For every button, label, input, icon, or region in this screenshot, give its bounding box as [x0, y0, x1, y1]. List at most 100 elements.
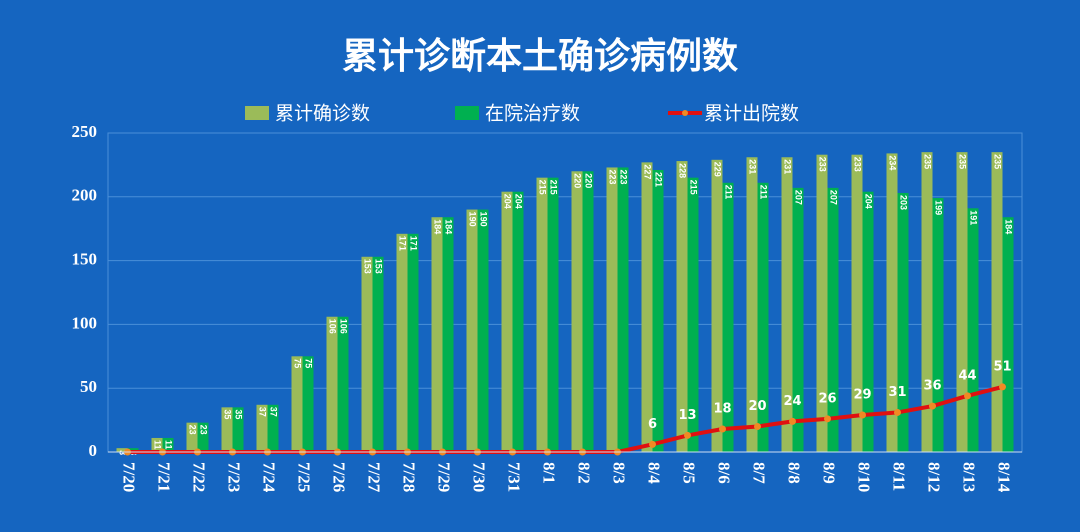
value-label: 11	[153, 440, 163, 450]
x-tick-label: 8/13	[960, 462, 979, 492]
bar	[757, 182, 769, 452]
value-label: 44	[958, 368, 976, 383]
x-tick-label: 8/10	[855, 462, 874, 492]
bar	[641, 162, 653, 452]
bar	[302, 356, 314, 452]
line-marker	[649, 440, 656, 448]
line-marker	[999, 383, 1006, 391]
bar	[232, 407, 244, 452]
bar	[547, 177, 559, 452]
bar	[932, 198, 944, 452]
x-tick-label: 7/22	[190, 462, 209, 492]
x-tick-label: 7/31	[505, 462, 524, 492]
bar	[501, 191, 513, 453]
x-tick-label: 8/4	[645, 462, 664, 484]
value-label: 29	[853, 387, 871, 402]
value-label: 223	[619, 169, 629, 184]
bar	[617, 167, 629, 452]
bar	[816, 154, 828, 452]
legend-label: 累计出院数	[704, 103, 799, 125]
legend-label: 累计确诊数	[275, 103, 370, 125]
bar	[582, 171, 594, 452]
bar	[512, 191, 524, 453]
value-label: 37	[269, 407, 279, 417]
bar	[722, 182, 734, 452]
bar	[536, 177, 548, 452]
bar	[197, 422, 209, 452]
bar	[851, 154, 863, 452]
legend-swatch	[455, 106, 479, 120]
bar	[361, 256, 373, 452]
bar	[991, 152, 1003, 452]
x-tick-label: 8/7	[750, 462, 769, 484]
y-tick-label: 100	[72, 313, 98, 332]
value-label: 31	[888, 385, 906, 400]
line-marker	[929, 402, 936, 410]
bar	[956, 152, 968, 452]
line-marker	[859, 411, 866, 419]
x-tick-label: 8/5	[680, 462, 699, 484]
x-tick-label: 7/21	[155, 462, 174, 492]
bar	[676, 161, 688, 452]
bar	[1002, 217, 1014, 452]
line-marker	[684, 431, 691, 439]
value-label: 221	[654, 172, 664, 187]
bar	[652, 170, 664, 452]
value-label: 204	[864, 194, 874, 209]
value-label: 220	[584, 173, 594, 188]
x-tick-label: 7/29	[435, 462, 454, 492]
bar	[267, 404, 279, 452]
value-label: 184	[1004, 219, 1014, 234]
value-label: 153	[363, 259, 373, 274]
x-tick-label: 7/25	[295, 462, 314, 492]
value-label: 215	[549, 180, 559, 195]
value-label: 184	[444, 219, 454, 234]
bar	[151, 437, 163, 452]
y-tick-label: 0	[89, 441, 98, 460]
value-label: 190	[479, 212, 489, 227]
value-label: 36	[923, 379, 941, 394]
x-tick-label: 8/11	[890, 462, 909, 491]
bar	[396, 233, 408, 452]
line-marker	[894, 408, 901, 416]
bar	[792, 187, 804, 453]
value-label: 75	[304, 358, 314, 368]
x-tick-label: 7/30	[470, 462, 489, 492]
y-tick-label: 150	[72, 250, 98, 269]
bar	[337, 316, 349, 452]
bar	[746, 157, 758, 452]
value-label: 199	[934, 200, 944, 215]
x-tick-label: 7/20	[120, 462, 139, 492]
value-label: 11	[164, 440, 174, 450]
value-label: 75	[293, 358, 303, 368]
bar	[477, 209, 489, 452]
value-label: 211	[724, 185, 734, 200]
legend-marker	[682, 110, 688, 116]
y-tick-label: 50	[80, 377, 97, 396]
bar	[466, 209, 478, 452]
value-label: 23	[199, 425, 209, 435]
bar	[606, 167, 618, 452]
bar	[687, 177, 699, 452]
value-label: 215	[538, 180, 548, 195]
line-marker	[824, 415, 831, 423]
line-marker	[964, 392, 971, 400]
value-label: 51	[993, 359, 1011, 374]
bar	[162, 437, 174, 452]
x-tick-label: 8/6	[715, 462, 734, 484]
value-label: 20	[748, 399, 766, 414]
value-label: 223	[608, 169, 618, 184]
x-tick-label: 7/27	[365, 462, 384, 493]
x-tick-label: 7/23	[225, 462, 244, 492]
value-label: 3	[118, 450, 128, 455]
line-marker	[789, 417, 796, 425]
x-tick-label: 8/9	[820, 462, 839, 484]
bar	[442, 217, 454, 452]
value-label: 171	[398, 236, 408, 251]
bar	[326, 316, 338, 452]
legend-label: 在院治疗数	[485, 103, 580, 125]
value-label: 235	[993, 154, 1003, 169]
bar	[407, 233, 419, 452]
x-tick-label: 7/28	[400, 462, 419, 492]
